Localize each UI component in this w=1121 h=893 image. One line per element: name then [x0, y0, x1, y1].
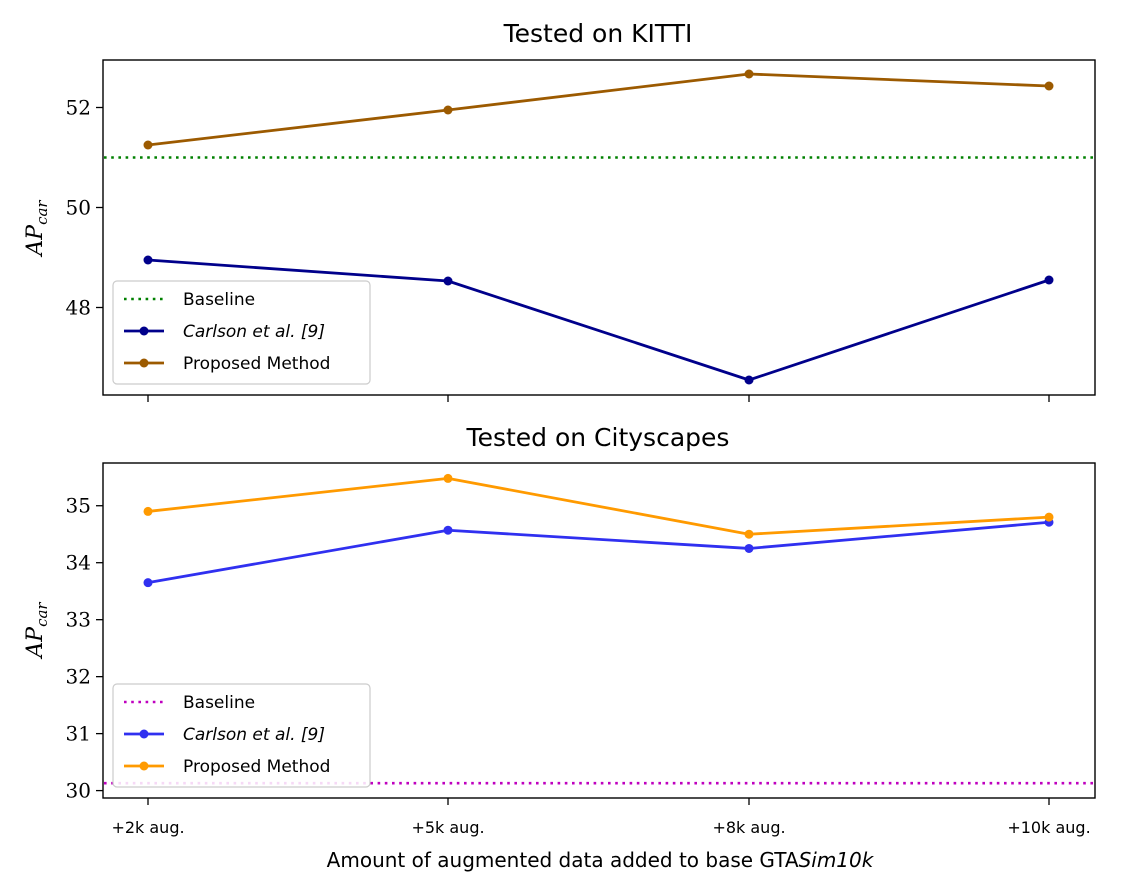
kitti-panel: Tested on KITTI APcar 48 50 52 Baseline Carl… [23, 19, 1096, 402]
kitti-legend-label: Baseline [183, 290, 255, 310]
cityscapes-series-0-point [143, 578, 153, 588]
kitti-axes-frame [102, 59, 1096, 396]
kitti-legend-label: Proposed Method [183, 354, 330, 374]
kitti-ylabel-sub: car [33, 200, 51, 225]
cityscapes-series-0-point [443, 525, 453, 535]
cityscapes-ytick-label: 33 [66, 608, 91, 632]
cityscapes-ytick-label: 31 [66, 722, 91, 746]
svg-text:APcar: APcar [23, 200, 51, 258]
kitti-ylabel: APcar [23, 200, 51, 258]
cityscapes-legend: Baseline Carlson et al. [9] Proposed Metho… [112, 683, 371, 788]
cityscapes-legend-label: Carlson et al. [9] [183, 725, 325, 745]
svg-text:APcar: APcar [23, 602, 51, 660]
cityscapes-panel: Tested on Cityscapes APcar 30 31 32 33 34 35 +… [23, 423, 1096, 872]
cityscapes-ytick-label: 35 [66, 494, 91, 518]
kitti-legend-marker [139, 326, 149, 336]
cityscapes-series-1-point [1044, 512, 1054, 522]
cityscapes-ytick-label: 30 [66, 779, 91, 803]
cityscapes-series-1-point [143, 506, 153, 516]
kitti-series-1-point [443, 105, 453, 115]
cityscapes-legend-marker [139, 729, 149, 739]
cityscapes-xtick-label: +8k aug. [712, 818, 785, 837]
kitti-series-0-point [744, 375, 754, 385]
kitti-title: Tested on KITTI [503, 19, 693, 48]
cityscapes-xtick-label: +2k aug. [111, 818, 184, 837]
kitti-ytick-label: 50 [66, 196, 91, 220]
cityscapes-ytick-label: 32 [66, 665, 91, 689]
cityscapes-series-1-point [744, 529, 754, 539]
kitti-legend-marker [139, 358, 149, 368]
cityscapes-series-1-line [147, 476, 1050, 536]
cityscapes-plot-area: 30 31 32 33 34 35 +2k aug. +5k aug. +8k aug. +10k… [66, 473, 1094, 837]
cityscapes-ytick-label: 34 [66, 551, 91, 575]
kitti-series-0-point [143, 255, 153, 265]
cityscapes-ylabel: APcar [23, 602, 51, 660]
x-axis-label: Amount of augmented data added to base G… [327, 848, 875, 872]
cityscapes-legend-label: Baseline [183, 693, 255, 713]
kitti-series-0-line [147, 258, 1050, 382]
kitti-series-1-point [1044, 81, 1054, 91]
cityscapes-series-0-point [744, 543, 754, 553]
cityscapes-series-1-point [443, 473, 453, 483]
cityscapes-legend-label: Proposed Method [183, 757, 330, 777]
kitti-series-0-point [443, 276, 453, 286]
cityscapes-legend-box [112, 683, 371, 788]
kitti-legend-label: Carlson et al. [9] [183, 322, 325, 342]
kitti-ytick-label: 48 [66, 296, 91, 320]
cityscapes-ylabel-main: AP [23, 626, 48, 660]
cityscapes-xtick-label: +10k aug. [1007, 818, 1090, 837]
cityscapes-ylabel-sub: car [33, 602, 51, 627]
x-axis-label-main: Amount of augmented data added to base G… [327, 848, 799, 872]
kitti-series-1-point [744, 69, 754, 79]
cityscapes-axes-frame [102, 462, 1096, 799]
kitti-legend-box [112, 280, 371, 385]
cityscapes-title: Tested on Cityscapes [466, 423, 730, 452]
kitti-series-0-point [1044, 275, 1054, 285]
cityscapes-series-0-line [147, 520, 1050, 585]
kitti-plot-area: 48 50 52 Baseline Carlson et al. [9] Proposed… [66, 69, 1094, 402]
kitti-series-1-line [147, 72, 1050, 147]
cityscapes-legend-marker [139, 761, 149, 771]
x-axis-label-italic: Sim10k [799, 848, 875, 872]
cityscapes-xtick-label: +5k aug. [411, 818, 484, 837]
kitti-series-1-point [143, 140, 153, 150]
kitti-legend: Baseline Carlson et al. [9] Proposed Metho… [112, 280, 371, 385]
kitti-ytick-label: 52 [66, 96, 91, 120]
kitti-ylabel-main: AP [23, 224, 48, 258]
